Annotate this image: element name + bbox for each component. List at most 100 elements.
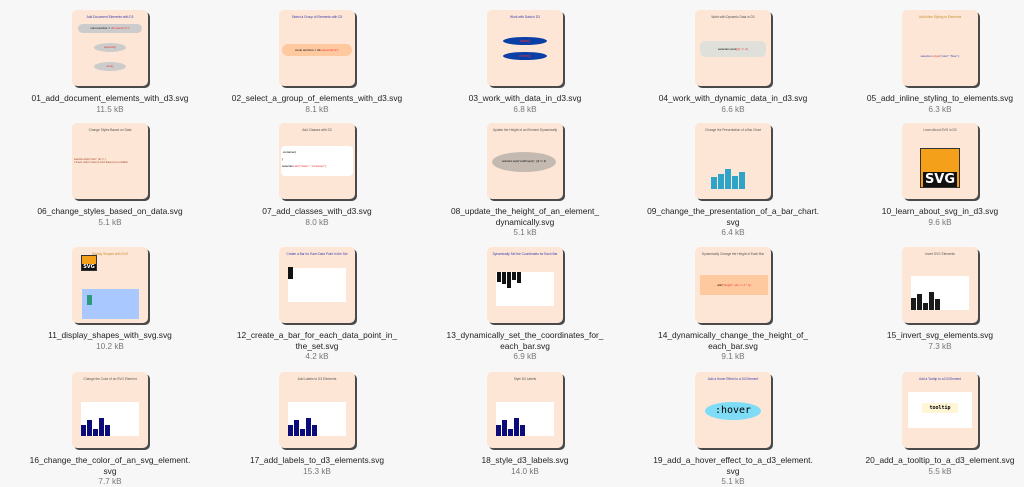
file-thumbnail[interactable]: Add Document Elements with D3 const ancho… (72, 10, 148, 86)
bar (512, 272, 516, 280)
code: selection. (282, 164, 295, 168)
hover-ellipse: :hover (705, 402, 761, 420)
bar (496, 425, 501, 436)
file-thumbnail[interactable]: Add a Hover Effect to a D3 Element:hover (695, 372, 771, 448)
file-thumbnail[interactable]: Dynamically Change the Height of Each Ba… (695, 247, 771, 323)
file-item[interactable]: Dynamically Change the Height of Each Ba… (633, 247, 833, 362)
code: .container{ (282, 150, 297, 154)
bar (288, 425, 293, 436)
file-item[interactable]: Select a Group of Elements with D3 const … (217, 10, 417, 115)
file-size: 10.2 kB (96, 341, 124, 351)
thumb-title: Work with Dynamic Data in D3 (711, 15, 755, 19)
code: selection.style("cssProperty", (d) => d) (492, 152, 556, 172)
tooltip: tooltip (922, 403, 958, 413)
file-item[interactable]: Dynamically Set the Coordinates for Each… (425, 247, 625, 362)
thumb-title: Change Styles Based on Data (88, 128, 132, 132)
thumb-title: Invert SVG Elements (925, 252, 955, 256)
file-item[interactable]: Add Labels to D3 Elements 17_​add_​labels… (217, 372, 417, 477)
pill: enter() (503, 52, 547, 60)
file-thumbnail[interactable]: Invert SVG Elements (902, 247, 978, 323)
file-item[interactable]: Change Styles Based on Data selection.sty… (10, 123, 210, 228)
file-name: 14_​dynamically_​change_​the_​height_​of… (658, 330, 808, 351)
bar (300, 429, 305, 436)
file-item[interactable]: Add Document Elements with D3 const ancho… (10, 10, 210, 115)
file-thumbnail[interactable]: Dynamically Set the Coordinates for Each… (487, 247, 563, 323)
thumb-title: Display Shapes with SVG (91, 252, 129, 256)
file-item[interactable]: Work with Data in D3 data() enter() 03_​wor… (425, 10, 625, 115)
file-thumbnail[interactable]: Learn About SVG in D3 SVG (902, 123, 978, 199)
file-item[interactable]: Change the Presentation of a Bar Chart 09… (633, 123, 833, 238)
file-thumbnail[interactable]: Display Shapes with SVG SVG (72, 247, 148, 323)
file-size: 7.3 kB (928, 341, 952, 351)
code: selection. (920, 54, 934, 58)
file-item[interactable]: Add Classes with D3 .container{} selection… (217, 123, 417, 228)
bar (923, 303, 928, 310)
bar (517, 272, 521, 283)
file-size: 5.1 kB (721, 477, 745, 486)
file-item[interactable]: Create a Bar for Each Data Point in the … (217, 247, 417, 362)
bar (739, 172, 745, 189)
file-name: 02_​select_​a_​group_​of_​elements_​with… (231, 93, 403, 103)
file-thumbnail[interactable]: Style D3 Labels (487, 372, 563, 448)
file-thumbnail[interactable]: Add a Tooltip to a D3 Element tooltip (902, 372, 978, 448)
file-item[interactable]: Style D3 Labels 18_​style_​d3_​labels.​sv… (425, 372, 625, 477)
file-name: 10_​learn_​about_​svg_​in_​d3.​svg (881, 206, 999, 216)
file-thumbnail[interactable]: Select a Group of Elements with D3 const … (279, 10, 355, 86)
file-thumbnail[interactable]: Change Styles Based on Data selection.sty… (72, 123, 148, 199)
file-thumbnail[interactable]: Change the Color of an SVG Element (72, 372, 148, 448)
file-thumbnail[interactable]: Change the Presentation of a Bar Chart (695, 123, 771, 199)
file-thumbnail[interactable]: Work with Dynamic Data in D3 selection.te… (695, 10, 771, 86)
file-name: 04_​work_​with_​dynamic_​data_​in_​d3.​s… (658, 93, 808, 103)
file-name: 03_​work_​with_​data_​in_​d3.​svg (468, 93, 582, 103)
file-item[interactable]: Learn About SVG in D3 SVG 10_​learn_​about… (840, 123, 1024, 228)
thumb-title: Add a Tooltip to a D3 Element (918, 377, 962, 381)
file-name: 15_​invert_​svg_​elements.​svg (886, 330, 994, 340)
file-thumbnail[interactable]: Work with Data in D3 data() enter() (487, 10, 563, 86)
file-size: 6.3 kB (928, 104, 952, 114)
file-item[interactable]: Display Shapes with SVG SVG 11_​display_​s… (10, 247, 210, 352)
code: d3.select("a"); (110, 26, 130, 30)
code: (d) => d) (736, 47, 749, 51)
file-item[interactable]: Update the Height of an Element Dynamica… (425, 123, 625, 238)
thumb-title: Update the Height of an Element Dynamica… (492, 128, 558, 132)
file-size: 7.7 kB (98, 477, 122, 486)
bar (502, 272, 506, 284)
pill: text() (94, 62, 126, 71)
code: const anchors = d3. (294, 48, 322, 52)
file-item[interactable]: Add a Tooltip to a D3 Element tooltip 20_​… (840, 372, 1024, 477)
thumb-title: Change the Color of an SVG Element (83, 377, 137, 381)
thumb-title: Learn About SVG in D3 (923, 128, 957, 132)
file-thumbnail[interactable]: Add Labels to D3 Elements (279, 372, 355, 448)
bar (306, 418, 311, 436)
file-name: 12_​create_​a_​bar_​for_​each_​data_​poi… (236, 330, 398, 351)
file-thumbnail[interactable]: Add Inline Styling to Elements selection.… (902, 10, 978, 86)
file-item[interactable]: Invert SVG Elements 15_​invert_​svg_​elem… (840, 247, 1024, 352)
file-size: 6.6 kB (721, 104, 745, 114)
svg-canvas (288, 268, 346, 302)
file-thumbnail[interactable]: Update the Height of an Element Dynamica… (487, 123, 563, 199)
bar (935, 299, 940, 310)
code: .attr( (716, 283, 723, 287)
thumb-title: Select a Group of Elements with D3 (291, 15, 343, 19)
code: ("color","blue"); (939, 54, 960, 58)
file-size: 15.3 kB (303, 466, 331, 476)
file-name: 08_​update_​the_​height_​of_​an_​element… (450, 206, 600, 227)
bar (507, 272, 511, 288)
bar (917, 294, 922, 310)
file-thumbnail[interactable]: Add Classes with D3 .container{} selection… (279, 123, 355, 199)
thumb-title: Add Document Elements with D3 (86, 15, 134, 19)
file-size: 9.6 kB (928, 217, 952, 227)
file-item[interactable]: Change the Color of an SVG Element 16_​ch… (10, 372, 210, 487)
bar (929, 292, 934, 310)
file-item[interactable]: Work with Dynamic Data in D3 selection.te… (633, 10, 833, 115)
file-item[interactable]: Add a Hover Effect to a D3 Element:hover… (633, 372, 833, 487)
file-thumbnail[interactable]: Create a Bar for Each Data Point in the … (279, 247, 355, 323)
bar (514, 418, 519, 436)
file-item[interactable]: Add Inline Styling to Elements selection.… (840, 10, 1024, 115)
bar (294, 420, 299, 436)
file-size: 6.4 kB (721, 228, 745, 237)
bar (87, 420, 92, 436)
file-size: 6.9 kB (513, 352, 537, 361)
code: selection.text( (717, 47, 737, 51)
thumb-title: Dynamically Change the Height of Each Ba… (701, 252, 765, 256)
